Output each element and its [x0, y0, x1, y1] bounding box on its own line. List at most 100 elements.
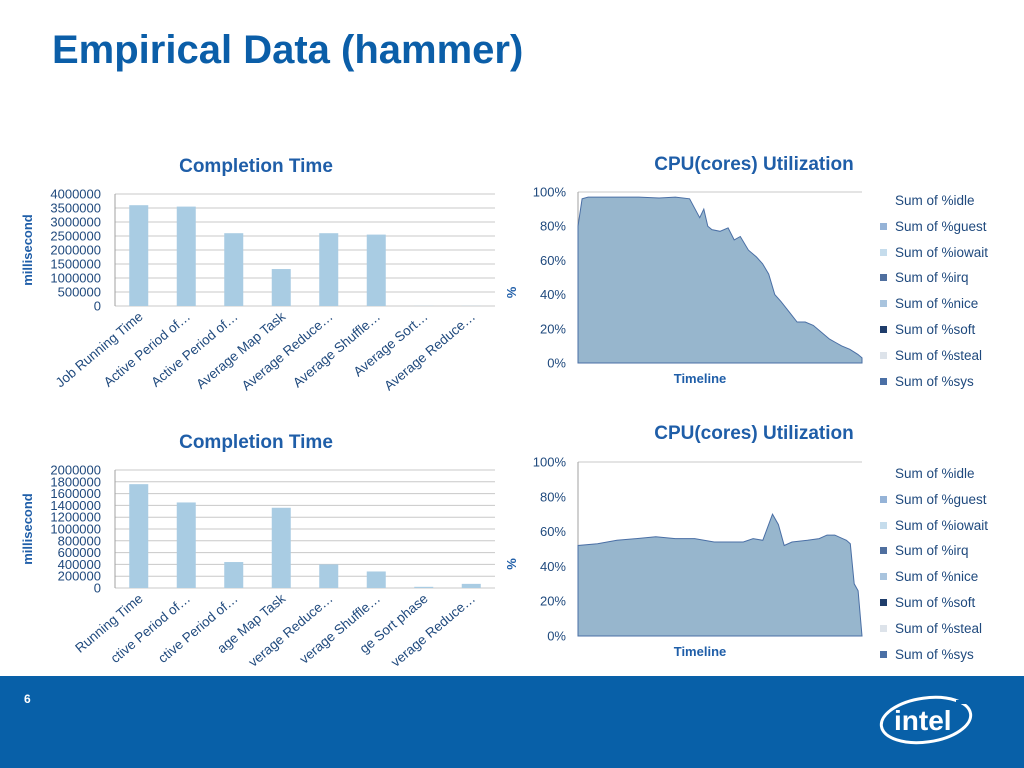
intel-logo-mark: intel [879, 695, 973, 745]
legend-swatch [880, 547, 887, 555]
x-tick-label: ctive Period of… [155, 591, 241, 666]
x-tick-label: verage Reduce… [388, 591, 478, 670]
y-tick-label: 40% [540, 287, 566, 302]
legend-swatch [880, 598, 887, 606]
legend-label: Sum of %idle [895, 193, 975, 208]
legend-label: Sum of %nice [895, 296, 979, 312]
legend-item: Sum of %soft [880, 595, 976, 610]
cpu-area [577, 513, 863, 637]
y-tick-label: 1500000 [50, 257, 101, 272]
legend-label: Sum of %irq [895, 270, 969, 286]
x-tick-label: Active Period of… [148, 309, 240, 390]
y-tick-label: 40% [540, 559, 566, 574]
y-tick-label: 1400000 [50, 498, 101, 513]
legend-item: Sum of %idle [880, 466, 975, 481]
legend-label: Sum of %soft [895, 595, 976, 610]
cpu-chart-2-legend: Sum of %idle Sum of %guest Sum of %iowait S… [880, 466, 1020, 666]
x-tick-label: Job Running Time [53, 309, 146, 390]
y-tick-label: 0 [94, 299, 101, 314]
bar [129, 484, 149, 588]
y-tick-label: 500000 [58, 285, 101, 300]
x-tick-label: Average Reduce… [239, 309, 336, 394]
y-tick-label: 60% [540, 253, 566, 268]
legend-label: Sum of %iowait [895, 517, 989, 533]
bar-chart-1-svg: Completion Time millisecond 40000003500000… [20, 156, 495, 394]
y-tick-label: 600000 [58, 545, 101, 560]
legend-label: Sum of %soft [895, 322, 976, 337]
legend-item: Sum of %soft [880, 322, 976, 337]
y-tick-label: 100% [533, 185, 567, 200]
y-tick-label: 0% [547, 629, 566, 644]
y-axis-label: millisecond [20, 493, 35, 565]
footer-bar: 6 intel [0, 676, 1024, 768]
y-tick-label: 60% [540, 524, 566, 539]
slide-title: Empirical Data (hammer) [52, 28, 524, 72]
legend-item: Sum of %idle [880, 193, 975, 208]
x-tick-label: Average Reduce… [381, 309, 478, 394]
legend-swatch [880, 521, 887, 529]
x-tick-label: ctive Period of… [108, 591, 194, 666]
cpu-chart-1-svg: CPU(cores) Utilization 100% 80% 60% 40% 20% 0%… [504, 154, 863, 386]
y-tick-label: 20% [540, 321, 566, 336]
bar [319, 233, 339, 306]
y-tick-label: 0% [547, 356, 566, 371]
cpu-chart-2: CPU(cores) Utilization 100% 80% 60% 40% 20% 0%… [500, 418, 880, 668]
y-tick-label: 20% [540, 594, 566, 609]
bar-chart-2: Completion Time millisecond 2000000 1800000… [0, 425, 520, 675]
legend-item: Sum of %steal [880, 347, 983, 363]
y-tick-label: 1800000 [50, 474, 101, 489]
y-tick-label: 2500000 [50, 229, 101, 244]
y-tick-label: 80% [540, 219, 566, 234]
legend-swatch [880, 274, 887, 282]
chart-title: Completion Time [179, 432, 333, 453]
x-axis-label: Timeline [674, 371, 727, 386]
legend-swatch [880, 495, 887, 503]
cpu-area [577, 196, 863, 364]
legend-label: Sum of %sys [895, 373, 974, 389]
x-tick-label: Active Period of… [101, 309, 193, 390]
x-tick-label: Average Shuffle… [290, 309, 383, 391]
y-tick-label: 80% [540, 489, 566, 504]
x-tick-label: verage Shuffle… [297, 591, 383, 667]
legend-label: Sum of %guest [895, 491, 987, 507]
bar [129, 205, 149, 306]
legend-item: Sum of %irq [880, 543, 969, 559]
legend-label: Sum of %steal [895, 620, 983, 636]
y-tick-label: 1600000 [50, 486, 101, 501]
bar [414, 586, 434, 588]
chart-title: CPU(cores) Utilization [654, 423, 854, 444]
intel-logo-text: intel [894, 705, 952, 736]
cpu-chart-1-legend: Sum of %idle Sum of %guest Sum of %iowait S… [880, 193, 1020, 393]
y-tick-label: 200000 [58, 569, 101, 584]
bar [176, 206, 196, 306]
y-tick-label: 100% [533, 455, 567, 470]
legend-item: Sum of %irq [880, 270, 969, 286]
cpu-chart-2-svg: CPU(cores) Utilization 100% 80% 60% 40% 20% 0%… [504, 423, 863, 659]
bar [366, 234, 386, 306]
page-number: 6 [24, 692, 31, 706]
y-tick-label: 3000000 [50, 215, 101, 230]
legend-swatch [880, 650, 887, 658]
y-axis-label: millisecond [20, 214, 35, 286]
legend-item: Sum of %guest [880, 491, 987, 507]
bar [176, 502, 196, 588]
y-tick-label: 1000000 [50, 522, 101, 537]
y-tick-label: 0 [94, 581, 101, 596]
legend-label: Sum of %steal [895, 347, 983, 363]
x-tick-label: verage Reduce… [246, 591, 336, 670]
legend-swatch [880, 377, 887, 385]
bar-chart-1: Completion Time millisecond 4000000 3500000… [0, 150, 520, 420]
legend-swatch [880, 248, 887, 256]
chart-title: CPU(cores) Utilization [654, 154, 854, 175]
legend-swatch [880, 469, 887, 477]
legend-label: Sum of %idle [895, 466, 975, 481]
y-tick-label: 800000 [58, 533, 101, 548]
legend-item: Sum of %sys [880, 647, 974, 662]
legend-label: Sum of %irq [895, 543, 969, 559]
y-axis-label: % [504, 558, 519, 570]
legend-swatch [880, 222, 887, 230]
y-tick-label: 1200000 [50, 510, 101, 525]
y-tick-label: 1000000 [50, 271, 101, 286]
y-axis-label: % [504, 286, 519, 298]
legend-swatch [880, 624, 887, 632]
